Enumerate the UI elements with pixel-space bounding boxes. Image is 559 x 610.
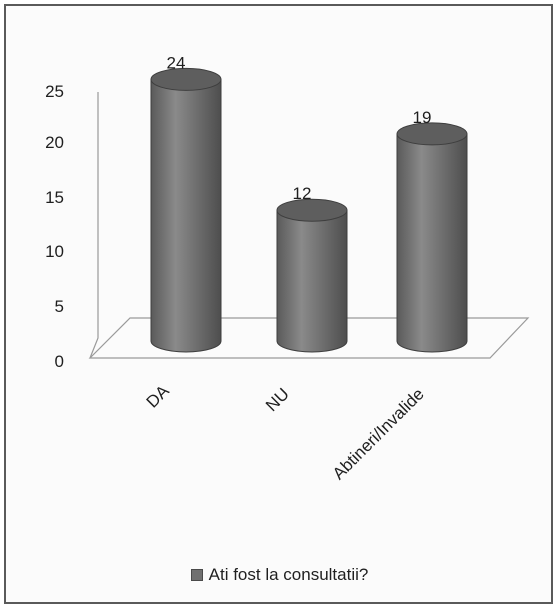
bar-da xyxy=(150,78,222,353)
bar-nu xyxy=(276,209,348,353)
bar-top-cap xyxy=(276,198,348,222)
legend: Ati fost la consultatii? xyxy=(0,565,559,585)
y-tick-label: 25 xyxy=(45,82,64,101)
bar-top-cap xyxy=(396,122,468,146)
data-label: 19 xyxy=(413,108,432,127)
bar-abtineri-invalide xyxy=(396,133,468,353)
y-tick-label: 15 xyxy=(45,188,64,207)
category-label: NU xyxy=(262,384,293,415)
chart-floor xyxy=(88,317,530,359)
data-label: 12 xyxy=(293,184,312,203)
category-label: DA xyxy=(143,381,174,412)
y-tick-label: 0 xyxy=(55,352,64,371)
y-tick-label: 5 xyxy=(55,297,64,316)
y-tick-label: 20 xyxy=(45,133,64,152)
legend-swatch xyxy=(190,568,203,581)
legend-label: Ati fost la consultatii? xyxy=(208,565,369,584)
y-tick-label: 10 xyxy=(45,242,64,261)
y-axis-line xyxy=(89,92,99,359)
data-label: 24 xyxy=(167,53,186,72)
bar-top-cap xyxy=(150,67,222,91)
category-label: Abtineri/Invalide xyxy=(329,384,428,483)
